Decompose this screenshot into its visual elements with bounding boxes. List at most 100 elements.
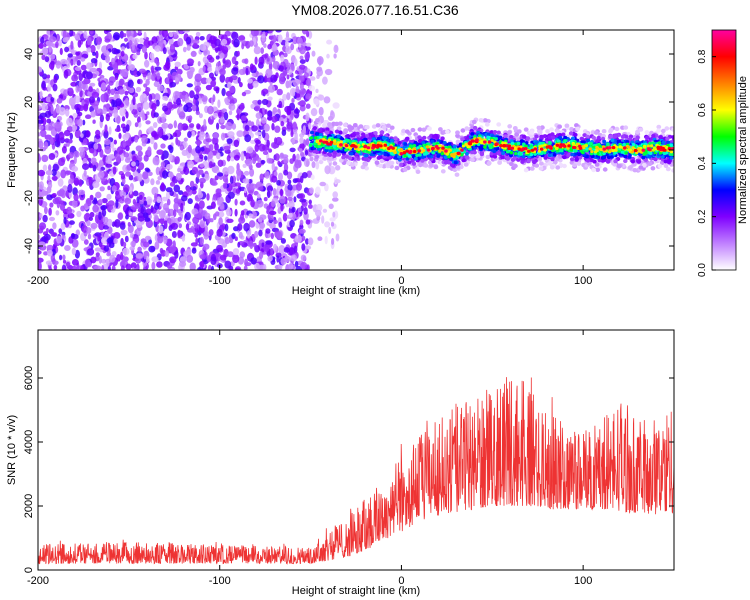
spectrogram-cell xyxy=(188,115,193,121)
spectrogram-cell xyxy=(198,187,202,195)
spectrogram-cell xyxy=(100,204,108,211)
spectrogram-cell xyxy=(68,220,75,225)
spectrogram-cell xyxy=(231,232,236,239)
spectrogram-cell xyxy=(128,211,134,217)
spectrogram-cell xyxy=(455,130,460,135)
spectrogram-cell xyxy=(278,221,283,228)
spectrogram-cell xyxy=(151,102,157,111)
spectrogram-cell xyxy=(379,130,384,135)
spectrogram-cell xyxy=(78,189,86,195)
spectrogram-cell xyxy=(216,122,220,130)
spectrogram-cell xyxy=(286,92,291,101)
spectrogram-cell xyxy=(300,175,304,184)
spectrogram-cell xyxy=(252,80,259,88)
spectrogram-cell xyxy=(118,80,123,88)
spectrogram-cell xyxy=(230,75,238,81)
spectrogram-cell xyxy=(296,182,302,191)
spectrogram-cell xyxy=(105,163,113,168)
spectrogram-cell xyxy=(54,121,62,129)
spectrogram-cell xyxy=(485,154,491,160)
spectrogram-cell xyxy=(115,73,119,81)
spectrogram-cell xyxy=(316,215,321,221)
spectrogram-cell xyxy=(116,115,121,124)
spectrogram-cell xyxy=(266,57,270,62)
spectrogram-cell xyxy=(83,169,87,177)
spectrogram-cell xyxy=(74,33,80,40)
spectrogram-cell xyxy=(143,253,147,260)
spectrogram-cell xyxy=(267,43,272,50)
spectrogram-cell xyxy=(67,183,73,193)
spectrogram-cell xyxy=(130,262,137,269)
spectrogram-cell xyxy=(220,124,226,130)
spectrogram-cell xyxy=(265,68,273,78)
spectrogram-cell xyxy=(602,139,607,144)
spectrogram-cell xyxy=(263,43,267,48)
spectrogram-cell xyxy=(463,162,469,167)
spectrogram-cell xyxy=(45,96,52,103)
spectrogram-cell xyxy=(122,133,130,141)
spectrogram-cell xyxy=(120,50,125,57)
spectrogram-cell xyxy=(322,156,328,161)
spectrogram-cell xyxy=(332,197,339,202)
spectrogram-cell xyxy=(144,217,151,222)
spectrogram-cell xyxy=(249,63,254,71)
spectrogram-cell xyxy=(291,98,295,103)
spectrogram-cell xyxy=(249,40,254,47)
spectrogram-cell xyxy=(261,98,269,106)
spectrogram-cell xyxy=(198,177,206,184)
spectrogram-cell xyxy=(115,199,119,209)
spectrogram-cell xyxy=(75,229,81,236)
spectrogram-cell xyxy=(579,136,585,141)
spectrogram-cell xyxy=(226,208,232,217)
spectrogram-cell xyxy=(227,251,234,258)
spectrogram-cell xyxy=(234,236,238,241)
spectrogram-cell xyxy=(507,124,513,129)
spectrogram-cell xyxy=(83,203,88,209)
spectrogram-cell xyxy=(121,178,126,185)
spectrogram-cell xyxy=(235,188,241,194)
spectrogram-cell xyxy=(455,133,460,138)
spectrogram-cell xyxy=(277,34,283,43)
spectrogram-cell xyxy=(143,200,148,206)
spectrogram-cell xyxy=(168,171,174,178)
spectrogram-cell xyxy=(176,68,183,75)
spectrogram-cell xyxy=(273,243,278,252)
spectrogram-cell xyxy=(103,130,109,139)
spectrogram-cell xyxy=(296,153,300,161)
spectrogram-cell xyxy=(244,134,252,143)
spectrogram-cell xyxy=(404,129,410,134)
spectrogram-cell xyxy=(305,138,310,146)
spectrogram-cell xyxy=(194,232,198,238)
spectrogram-cell xyxy=(249,240,254,249)
spectrogram-cell xyxy=(101,198,108,204)
spectrogram-cell xyxy=(177,37,184,47)
spectrogram-cell xyxy=(190,226,195,233)
spectrogram-cell xyxy=(52,163,59,172)
spectrogram-cell xyxy=(242,178,250,184)
spectrogram-cell xyxy=(191,104,197,112)
spectrogram-cell xyxy=(367,139,372,143)
spectrogram-cell xyxy=(70,58,74,66)
spectrogram-cell xyxy=(196,170,200,179)
spectrogram-cell xyxy=(317,128,322,133)
spectrogram-cell xyxy=(251,125,258,132)
spectrogram-cell xyxy=(586,138,591,143)
spectrogram-cell xyxy=(161,30,168,38)
spectrogram-cell xyxy=(292,178,298,184)
spectrogram-cell xyxy=(131,42,135,51)
spectrogram-cell xyxy=(273,219,278,224)
spectrogram-cell xyxy=(98,255,102,264)
spectrogram-cell xyxy=(303,207,308,215)
spectrogram-cell xyxy=(76,210,82,218)
spectrogram-cell xyxy=(95,36,102,45)
spectrogram-cell xyxy=(61,264,67,270)
spectrogram-cell xyxy=(243,265,248,270)
spectrogram-cell xyxy=(154,66,162,71)
spectrogram-cell xyxy=(199,220,206,229)
spectrogram-cell xyxy=(314,154,320,159)
spectrogram-cell xyxy=(129,186,133,195)
spectrogram-cell xyxy=(482,118,488,123)
spectrogram-cell xyxy=(52,83,58,92)
spectrogram-cell xyxy=(240,152,245,161)
spectrogram-cell xyxy=(137,79,141,85)
